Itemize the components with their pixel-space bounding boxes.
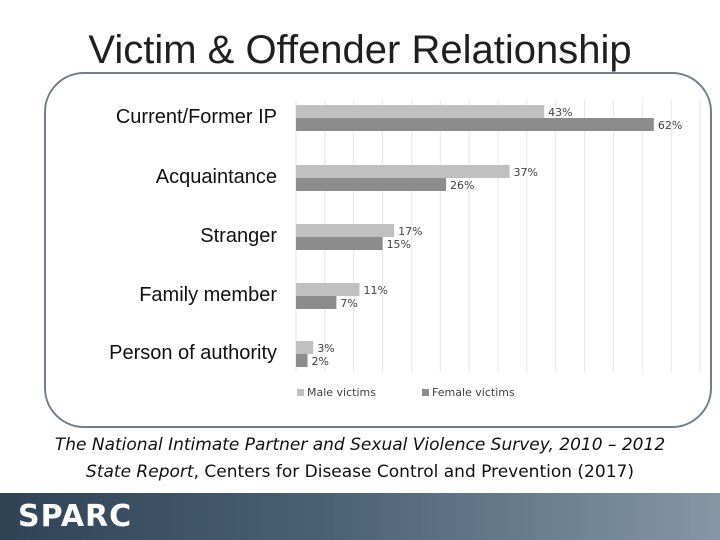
citation-report-title: State Report [86, 462, 194, 482]
citation-line-1: The National Intimate Partner and Sexual… [0, 432, 720, 459]
data-label-male: 3% [317, 342, 334, 355]
slide-title: Victim & Offender Relationship [88, 28, 632, 72]
data-label-male: 43% [548, 106, 572, 119]
data-label-male: 37% [514, 166, 538, 179]
category-label: Person of authority [109, 342, 277, 364]
data-label-female: 2% [312, 355, 329, 368]
category-label: Current/Former IP [116, 106, 277, 128]
bar-male [296, 165, 510, 178]
category-label: Acquaintance [156, 166, 277, 188]
bar-male [296, 105, 545, 118]
data-label-female: 7% [340, 297, 357, 310]
citation-line-2: State Report, Centers for Disease Contro… [0, 459, 720, 486]
footer-bar: SPARC [0, 493, 720, 540]
category-label: Stranger [200, 225, 277, 247]
bar-male [296, 341, 314, 354]
legend-label-female: Female victims [432, 386, 515, 399]
chart-frame [44, 72, 712, 428]
bar-male [296, 283, 360, 296]
data-label-female: 62% [658, 119, 682, 132]
bar-female [296, 354, 308, 367]
data-label-female: 15% [387, 238, 411, 251]
legend-swatch-female [422, 389, 429, 396]
citation-publisher: , Centers for Disease Control and Preven… [193, 462, 634, 482]
legend-swatch-male [297, 389, 304, 396]
bar-female [296, 296, 337, 309]
bar-chart: Current/Former IP 43% 62% Acquaintance 37% 26… [109, 100, 701, 399]
data-label-female: 26% [450, 179, 474, 192]
source-citation: The National Intimate Partner and Sexual… [0, 432, 720, 486]
legend-label-male: Male victims [307, 386, 376, 399]
category-label: Family member [139, 284, 277, 306]
bar-female [296, 178, 447, 191]
data-label-male: 17% [398, 225, 422, 238]
citation-survey-title: The National Intimate Partner and Sexual… [54, 435, 666, 455]
bar-male [296, 224, 395, 237]
data-label-male: 11% [363, 284, 387, 297]
bar-female [296, 118, 654, 131]
sparc-logo: SPARC [18, 499, 133, 534]
bar-female [296, 237, 383, 250]
